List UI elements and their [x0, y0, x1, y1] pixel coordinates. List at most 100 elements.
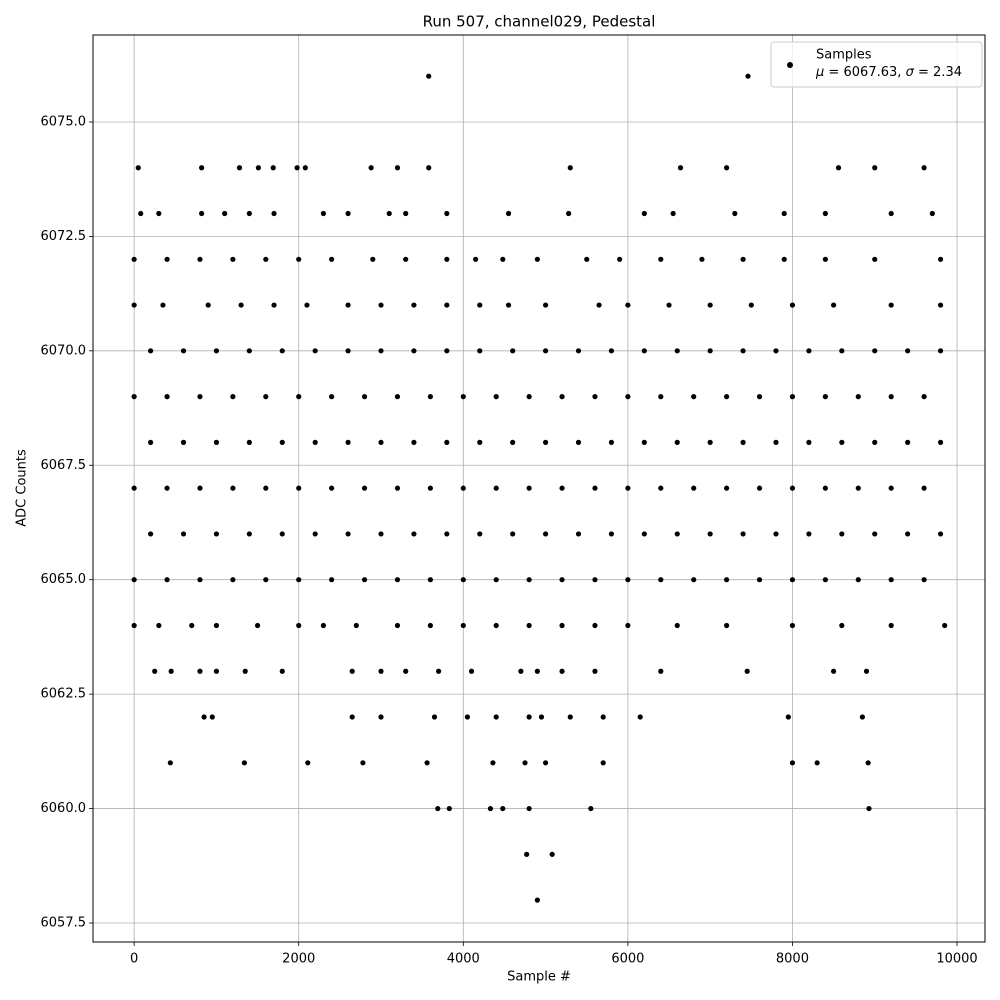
point — [197, 668, 203, 674]
point — [464, 714, 471, 720]
point — [305, 760, 311, 766]
point — [431, 714, 438, 720]
point — [865, 760, 871, 766]
point — [222, 210, 228, 217]
point — [242, 668, 248, 674]
point — [888, 577, 894, 583]
point — [707, 439, 713, 445]
point — [394, 165, 401, 171]
point — [781, 210, 787, 217]
y-tick-label: 6065.0 — [41, 572, 87, 587]
point — [345, 439, 351, 445]
point — [872, 531, 878, 537]
point — [255, 165, 261, 171]
point — [872, 256, 878, 262]
point — [209, 714, 215, 720]
point — [625, 394, 631, 400]
point — [296, 256, 302, 262]
point — [744, 668, 750, 674]
point — [349, 714, 355, 720]
point — [937, 439, 944, 445]
grid: 0 2000 4000 6000 8000 10000 6057.5 6060.0 6062.5… — [41, 35, 985, 967]
point — [575, 348, 582, 354]
point — [658, 668, 664, 674]
point — [294, 165, 300, 171]
point — [559, 394, 565, 400]
point — [888, 622, 894, 629]
point — [608, 531, 615, 537]
point — [538, 714, 545, 720]
point — [600, 760, 606, 766]
point — [403, 256, 409, 262]
point — [921, 577, 927, 583]
point — [394, 485, 401, 491]
point — [197, 256, 203, 262]
y-tick-label: 6057.5 — [41, 916, 87, 931]
point — [872, 439, 878, 445]
point — [542, 760, 549, 766]
point — [542, 439, 549, 445]
point — [320, 622, 327, 629]
point — [542, 531, 549, 537]
point — [164, 256, 170, 262]
point — [839, 622, 845, 629]
point — [444, 439, 450, 445]
point — [296, 485, 302, 491]
point — [473, 256, 479, 262]
point — [937, 531, 944, 537]
x-tick-label: 0 — [130, 952, 138, 967]
point — [320, 210, 327, 217]
x-tick-label: 8000 — [776, 952, 809, 967]
x-axis-label: Sample # — [507, 970, 571, 985]
point — [740, 439, 746, 445]
point — [131, 394, 137, 400]
point — [444, 348, 450, 354]
point — [213, 531, 220, 537]
point — [888, 302, 894, 308]
point — [691, 394, 697, 400]
point — [674, 531, 680, 537]
point — [230, 256, 236, 262]
point — [617, 256, 623, 262]
point — [361, 394, 368, 400]
point — [378, 439, 384, 445]
point — [394, 622, 401, 629]
point — [518, 668, 524, 674]
point — [329, 256, 335, 262]
point — [534, 897, 540, 903]
point — [279, 348, 285, 354]
point — [789, 577, 796, 583]
point — [444, 256, 450, 262]
point — [522, 760, 528, 766]
point — [426, 73, 432, 79]
point — [756, 394, 763, 400]
point — [353, 622, 359, 629]
point — [435, 805, 441, 812]
point — [164, 394, 170, 400]
point — [361, 485, 368, 491]
point — [773, 439, 779, 445]
legend-stats: μ = 6067.63, σ = 2.34 — [815, 65, 962, 80]
point — [148, 348, 154, 354]
point — [296, 622, 302, 629]
point — [487, 805, 494, 812]
point — [477, 348, 483, 354]
point — [493, 714, 499, 720]
point — [526, 485, 532, 491]
point — [526, 622, 532, 629]
point — [592, 668, 598, 674]
point — [180, 531, 187, 537]
point — [806, 348, 812, 354]
point — [160, 302, 166, 308]
point — [559, 622, 565, 629]
point — [937, 348, 944, 354]
point — [740, 256, 746, 262]
point — [131, 622, 137, 629]
y-tick-label: 6072.5 — [41, 229, 87, 244]
point — [855, 394, 861, 400]
point — [592, 394, 598, 400]
point — [691, 485, 697, 491]
point — [542, 302, 549, 308]
point — [905, 348, 911, 354]
